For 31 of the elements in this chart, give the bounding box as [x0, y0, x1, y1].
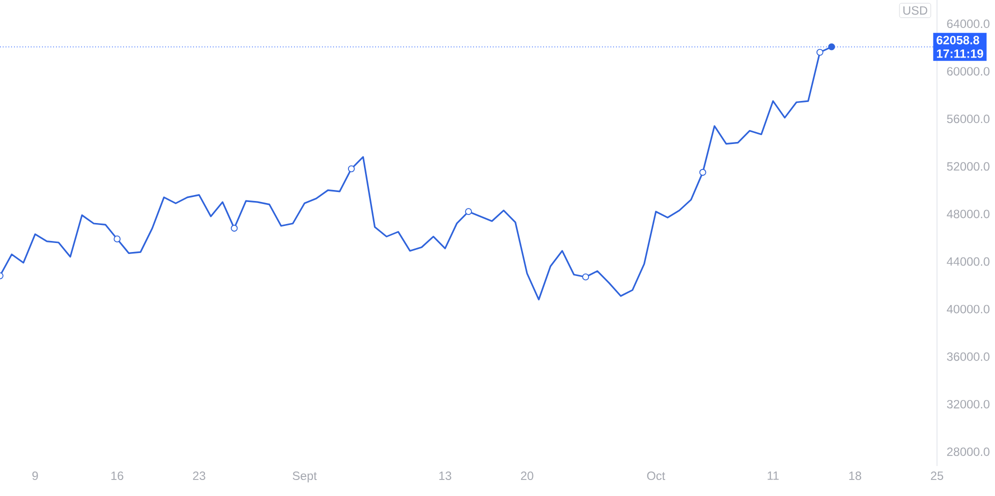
point: [582, 274, 590, 280]
y-axis-title: USD: [903, 6, 928, 15]
x-tick-label: 13: [439, 472, 452, 480]
point: [699, 168, 706, 176]
x-tick-label: 18: [849, 472, 862, 480]
point: [465, 208, 472, 216]
x-tick-label: 16: [111, 472, 124, 480]
point: [114, 235, 121, 242]
annotation: 17:11:19: [936, 49, 984, 58]
y-tick-label: 28000.0: [947, 447, 990, 456]
point: [348, 165, 355, 172]
point: [816, 48, 824, 56]
y-tick-label: 56000.0: [947, 114, 990, 124]
y-tick-label: 52000.0: [947, 162, 990, 171]
point: [230, 224, 238, 232]
x-tick-label: 23: [193, 472, 206, 480]
y-tick-label: 60000.0: [947, 67, 990, 76]
y-tick-label: 48000.0: [946, 210, 990, 218]
y-tick-label: 36000.0: [947, 352, 990, 361]
point: [828, 43, 836, 50]
y-tick-label: 32000.0: [947, 400, 990, 408]
x-tick-label: 9: [32, 472, 38, 480]
y-tick-label: 40000.0: [946, 304, 990, 314]
x-tick-label: Oct: [647, 472, 666, 480]
y-tick-label: 44000.0: [946, 257, 990, 266]
x-tick-label: 20: [520, 472, 534, 480]
x-tick-label: Sept: [292, 472, 317, 482]
ref-line-label: 62058.8: [936, 36, 980, 44]
x-tick-label: 11: [768, 472, 779, 480]
y-tick-label: 64000.0: [947, 20, 990, 28]
x-tick-label: 25: [930, 472, 944, 480]
